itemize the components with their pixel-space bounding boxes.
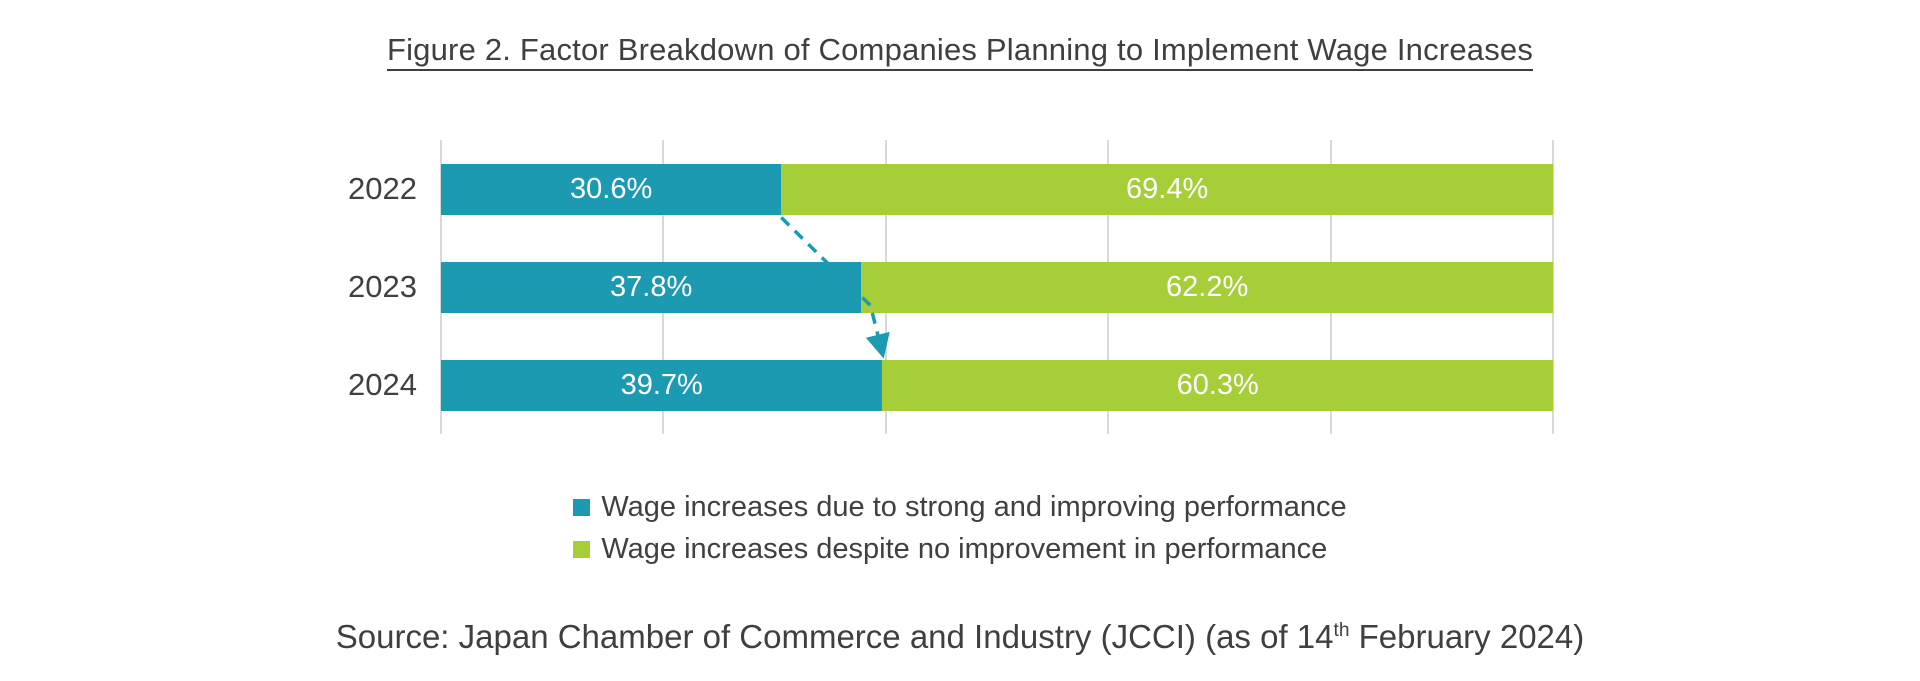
figure-title: Figure 2. Factor Breakdown of Companies … [386,32,1534,67]
bar-segment-0-2023: 37.8% [441,261,862,313]
bar-segment-0-2022: 30.6% [441,163,782,215]
bar-row-2022: 2022 30.6% 69.4% [348,163,1553,215]
source-text: Source: Japan Chamber of Commerce and In… [335,618,1334,655]
bar-segment-0-2024: 39.7% [441,359,883,411]
bar-segment-1-2024: 60.3% [882,359,1553,411]
bar-value-label: 60.3% [1176,368,1259,401]
bar-row-2024: 2024 39.7% 60.3% [348,359,1553,411]
legend-row-1: Wage increases despite no improvement in… [573,533,1346,566]
legend-swatch-icon [573,499,591,516]
legend-label: Wage increases despite no improvement in… [601,533,1328,565]
legend-row-0: Wage increases due to strong and improvi… [573,491,1347,524]
source-superscript: th [1333,620,1350,641]
bar-segment-1-2023: 62.2% [861,261,1553,313]
legend-items: Wage increases due to strong and improvi… [573,482,1347,575]
bar-value-label: 30.6% [570,172,653,205]
source-note: Source: Japan Chamber of Commerce and In… [0,618,1920,656]
source-text-suffix: February 2024) [1349,618,1585,655]
bar-segment-1-2022: 69.4% [781,163,1553,215]
gridline-100 [1552,140,1554,434]
legend-swatch-icon [573,541,591,558]
year-label-2023: 2023 [348,269,417,304]
bar-value-label: 62.2% [1166,270,1249,303]
legend: Wage increases due to strong and improvi… [0,482,1920,575]
bar-value-label: 69.4% [1126,172,1209,205]
bar-value-label: 37.8% [610,270,693,303]
legend-label: Wage increases due to strong and improvi… [601,491,1347,523]
plot-area: 2022 30.6% 69.4% 2023 37.8% 62.2% 2024 39.7% 60.… [348,140,1554,434]
year-label-2024: 2024 [348,367,417,402]
bar-row-2023: 2023 37.8% 62.2% [348,261,1553,313]
year-label-2022: 2022 [348,171,417,206]
bar-value-label: 39.7% [620,368,703,401]
